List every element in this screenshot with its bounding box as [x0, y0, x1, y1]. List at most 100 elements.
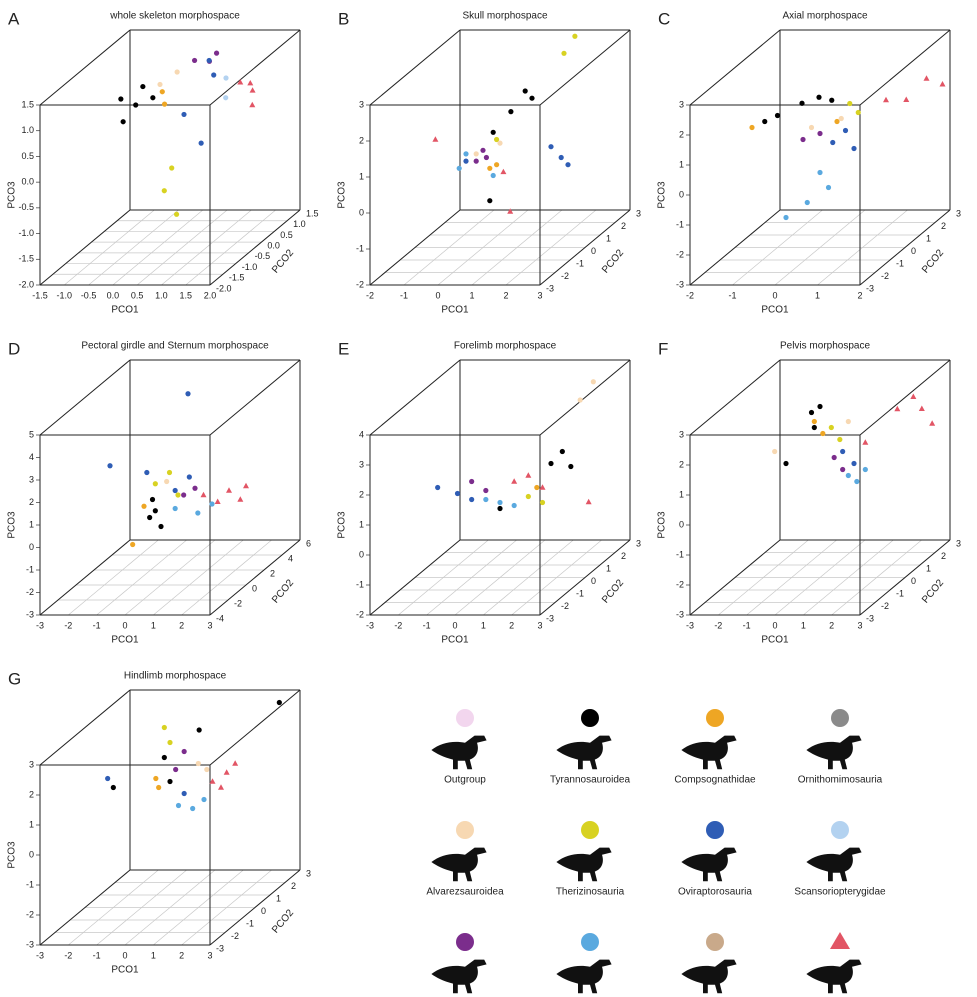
z-tick-label: 2 — [29, 497, 34, 507]
x-tick-label: 1 — [151, 950, 156, 960]
point — [218, 784, 224, 789]
y-tick-label: -3 — [546, 283, 554, 293]
point — [195, 510, 200, 515]
point — [548, 461, 553, 466]
point — [215, 499, 221, 504]
point — [277, 700, 282, 705]
z-tick-label: 3 — [29, 759, 34, 769]
point — [565, 162, 570, 167]
y-tick-label: 0 — [261, 906, 266, 916]
z-axis-label: PCO3 — [7, 841, 18, 869]
point — [176, 803, 181, 808]
x-tick-label: 2 — [829, 620, 834, 630]
point — [847, 101, 852, 106]
point — [799, 101, 804, 106]
z-axis-label: PCO3 — [7, 181, 18, 209]
point — [121, 119, 126, 124]
y-tick-label: 3 — [636, 208, 641, 218]
point — [809, 410, 814, 415]
point — [829, 98, 834, 103]
point — [512, 503, 517, 508]
panel-letter: F — [658, 339, 668, 358]
legend-marker — [706, 709, 724, 727]
y-tick-label: -3 — [216, 943, 224, 953]
x-tick-label: -3 — [36, 620, 44, 630]
point — [591, 379, 596, 384]
point — [772, 449, 777, 454]
point — [211, 72, 216, 77]
panel-letter: A — [8, 9, 20, 28]
point — [133, 102, 138, 107]
panel: GHindlimb morphospace-3-2-10123-3-2-1012… — [7, 669, 311, 975]
point — [223, 95, 228, 100]
x-axis-label: PCO1 — [111, 965, 139, 976]
point — [500, 169, 506, 174]
z-tick-label: 5 — [29, 429, 34, 439]
x-tick-label: 3 — [537, 620, 542, 630]
point — [199, 141, 204, 146]
point — [775, 113, 780, 118]
z-tick-label: 1.0 — [21, 125, 34, 135]
box-edge — [40, 30, 130, 105]
point — [111, 785, 116, 790]
y-tick-label: 3 — [956, 208, 961, 218]
x-axis-label: PCO1 — [111, 305, 139, 316]
legend-label: Scansoriopterygidae — [794, 887, 886, 898]
z-tick-label: -1 — [26, 564, 34, 574]
point — [834, 119, 839, 124]
point — [457, 166, 462, 171]
point — [204, 767, 209, 772]
point — [491, 173, 496, 178]
y-tick-label: 2 — [621, 221, 626, 231]
z-tick-label: -2.0 — [18, 279, 34, 289]
silhouette — [681, 848, 736, 882]
box-edge — [860, 30, 950, 105]
point — [162, 725, 167, 730]
y-axis-label: PCO2 — [270, 247, 296, 275]
x-tick-label: 1.5 — [179, 290, 192, 300]
z-tick-label: -2 — [26, 587, 34, 597]
point — [491, 130, 496, 135]
panel-title: Pectoral girdle and Sternum morphospace — [81, 341, 269, 352]
x-tick-label: -1.0 — [57, 290, 73, 300]
point — [851, 146, 856, 151]
point — [783, 215, 788, 220]
point — [805, 200, 810, 205]
point — [903, 97, 909, 102]
silhouette — [431, 848, 486, 882]
point — [800, 137, 805, 142]
point — [164, 479, 169, 484]
x-tick-label: 1 — [801, 620, 806, 630]
point — [817, 131, 822, 136]
x-tick-label: 2 — [857, 290, 862, 300]
y-tick-label: 0 — [252, 583, 257, 593]
point — [910, 394, 916, 399]
z-tick-label: -1 — [676, 219, 684, 229]
point — [817, 404, 822, 409]
y-axis-label: PCO2 — [600, 247, 626, 275]
point — [487, 166, 492, 171]
y-tick-label: 3 — [636, 538, 641, 548]
point — [840, 449, 845, 454]
x-tick-label: 0 — [435, 290, 440, 300]
point — [572, 34, 577, 39]
legend-label: Oviraptorosauria — [678, 887, 752, 898]
y-tick-label: -1.0 — [242, 262, 258, 272]
z-tick-label: -1.5 — [18, 254, 34, 264]
z-tick-label: 2 — [679, 459, 684, 469]
grid-line — [68, 540, 158, 615]
box-edge — [40, 540, 130, 615]
point — [144, 470, 149, 475]
z-tick-label: 0.5 — [21, 151, 34, 161]
point — [197, 727, 202, 732]
panel-letter: E — [338, 339, 349, 358]
point — [226, 487, 232, 492]
point — [924, 75, 930, 80]
point — [157, 82, 162, 87]
y-tick-label: -2 — [561, 601, 569, 611]
z-tick-label: 2 — [29, 789, 34, 799]
point — [578, 397, 583, 402]
point — [883, 97, 889, 102]
y-tick-label: 0 — [591, 246, 596, 256]
y-tick-label: 1 — [276, 893, 281, 903]
